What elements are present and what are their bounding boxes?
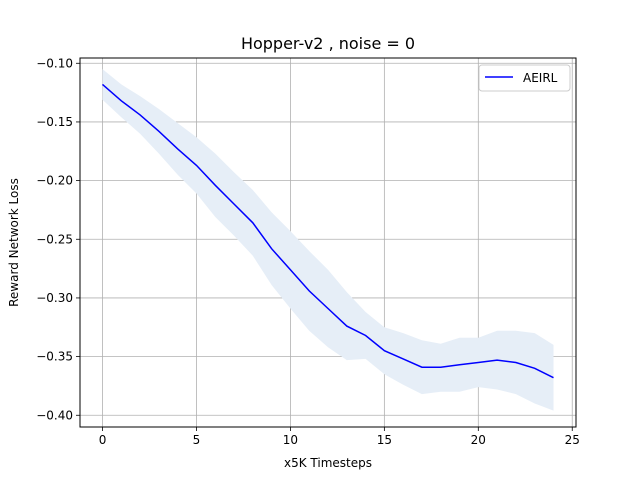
y-tick-label: −0.20 bbox=[36, 174, 73, 188]
x-tick-label: 20 bbox=[471, 433, 486, 447]
legend: AEIRL bbox=[478, 64, 571, 92]
confidence-band-layer bbox=[102, 69, 554, 411]
y-tick-label: −0.10 bbox=[36, 56, 73, 70]
y-tick-label: −0.35 bbox=[36, 350, 73, 364]
y-tick-label: −0.30 bbox=[36, 291, 73, 305]
x-tick-label: 5 bbox=[193, 433, 201, 447]
y-tick-label: −0.25 bbox=[36, 232, 73, 246]
x-tick-label: 25 bbox=[565, 433, 580, 447]
series-line-layer bbox=[102, 83, 554, 379]
y-tick-label: −0.15 bbox=[36, 115, 73, 129]
y-tick-label: −0.40 bbox=[36, 408, 73, 422]
chart-title: Hopper-v2 , noise = 0 bbox=[241, 34, 415, 53]
plot-frame bbox=[79, 57, 577, 428]
y-axis-label: Reward Network Loss bbox=[7, 178, 21, 307]
legend-label-aeirl: AEIRL bbox=[523, 71, 558, 85]
series-line-aeirl bbox=[102, 83, 554, 379]
legend-box bbox=[478, 64, 571, 92]
x-axis-label: x5K Timesteps bbox=[284, 456, 372, 470]
x-tick-label: 0 bbox=[99, 433, 107, 447]
x-tick-label: 10 bbox=[283, 433, 298, 447]
x-tick-label: 15 bbox=[377, 433, 392, 447]
confidence-band bbox=[102, 69, 554, 411]
tick-layer: 0 5 10 15 20 25 −0.40 −0.35 −0.30 −0.25 −0.20 −0.15… bbox=[36, 56, 580, 447]
